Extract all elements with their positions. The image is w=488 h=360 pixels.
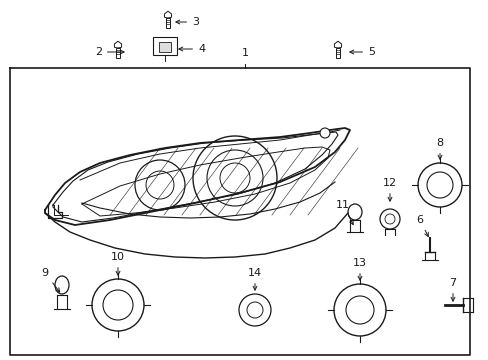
Polygon shape (164, 11, 171, 18)
Circle shape (319, 128, 329, 138)
Bar (165, 18, 170, 28)
Text: 6: 6 (416, 215, 427, 237)
Text: 14: 14 (247, 268, 262, 290)
Text: 3: 3 (176, 17, 199, 27)
Polygon shape (334, 41, 341, 48)
Bar (159, 42, 171, 52)
Bar (153, 37, 177, 55)
Text: 8: 8 (436, 138, 443, 159)
Text: 12: 12 (382, 178, 396, 201)
Text: 13: 13 (352, 258, 366, 280)
Text: 1: 1 (241, 48, 248, 58)
Text: 2: 2 (95, 47, 124, 57)
Text: 7: 7 (448, 278, 456, 301)
Text: 4: 4 (179, 44, 204, 54)
Bar (115, 48, 120, 58)
Bar (335, 48, 340, 58)
Polygon shape (114, 41, 122, 48)
Text: 5: 5 (349, 47, 374, 57)
Text: 10: 10 (111, 252, 125, 275)
Text: 9: 9 (41, 268, 60, 292)
Text: 11: 11 (335, 200, 352, 225)
